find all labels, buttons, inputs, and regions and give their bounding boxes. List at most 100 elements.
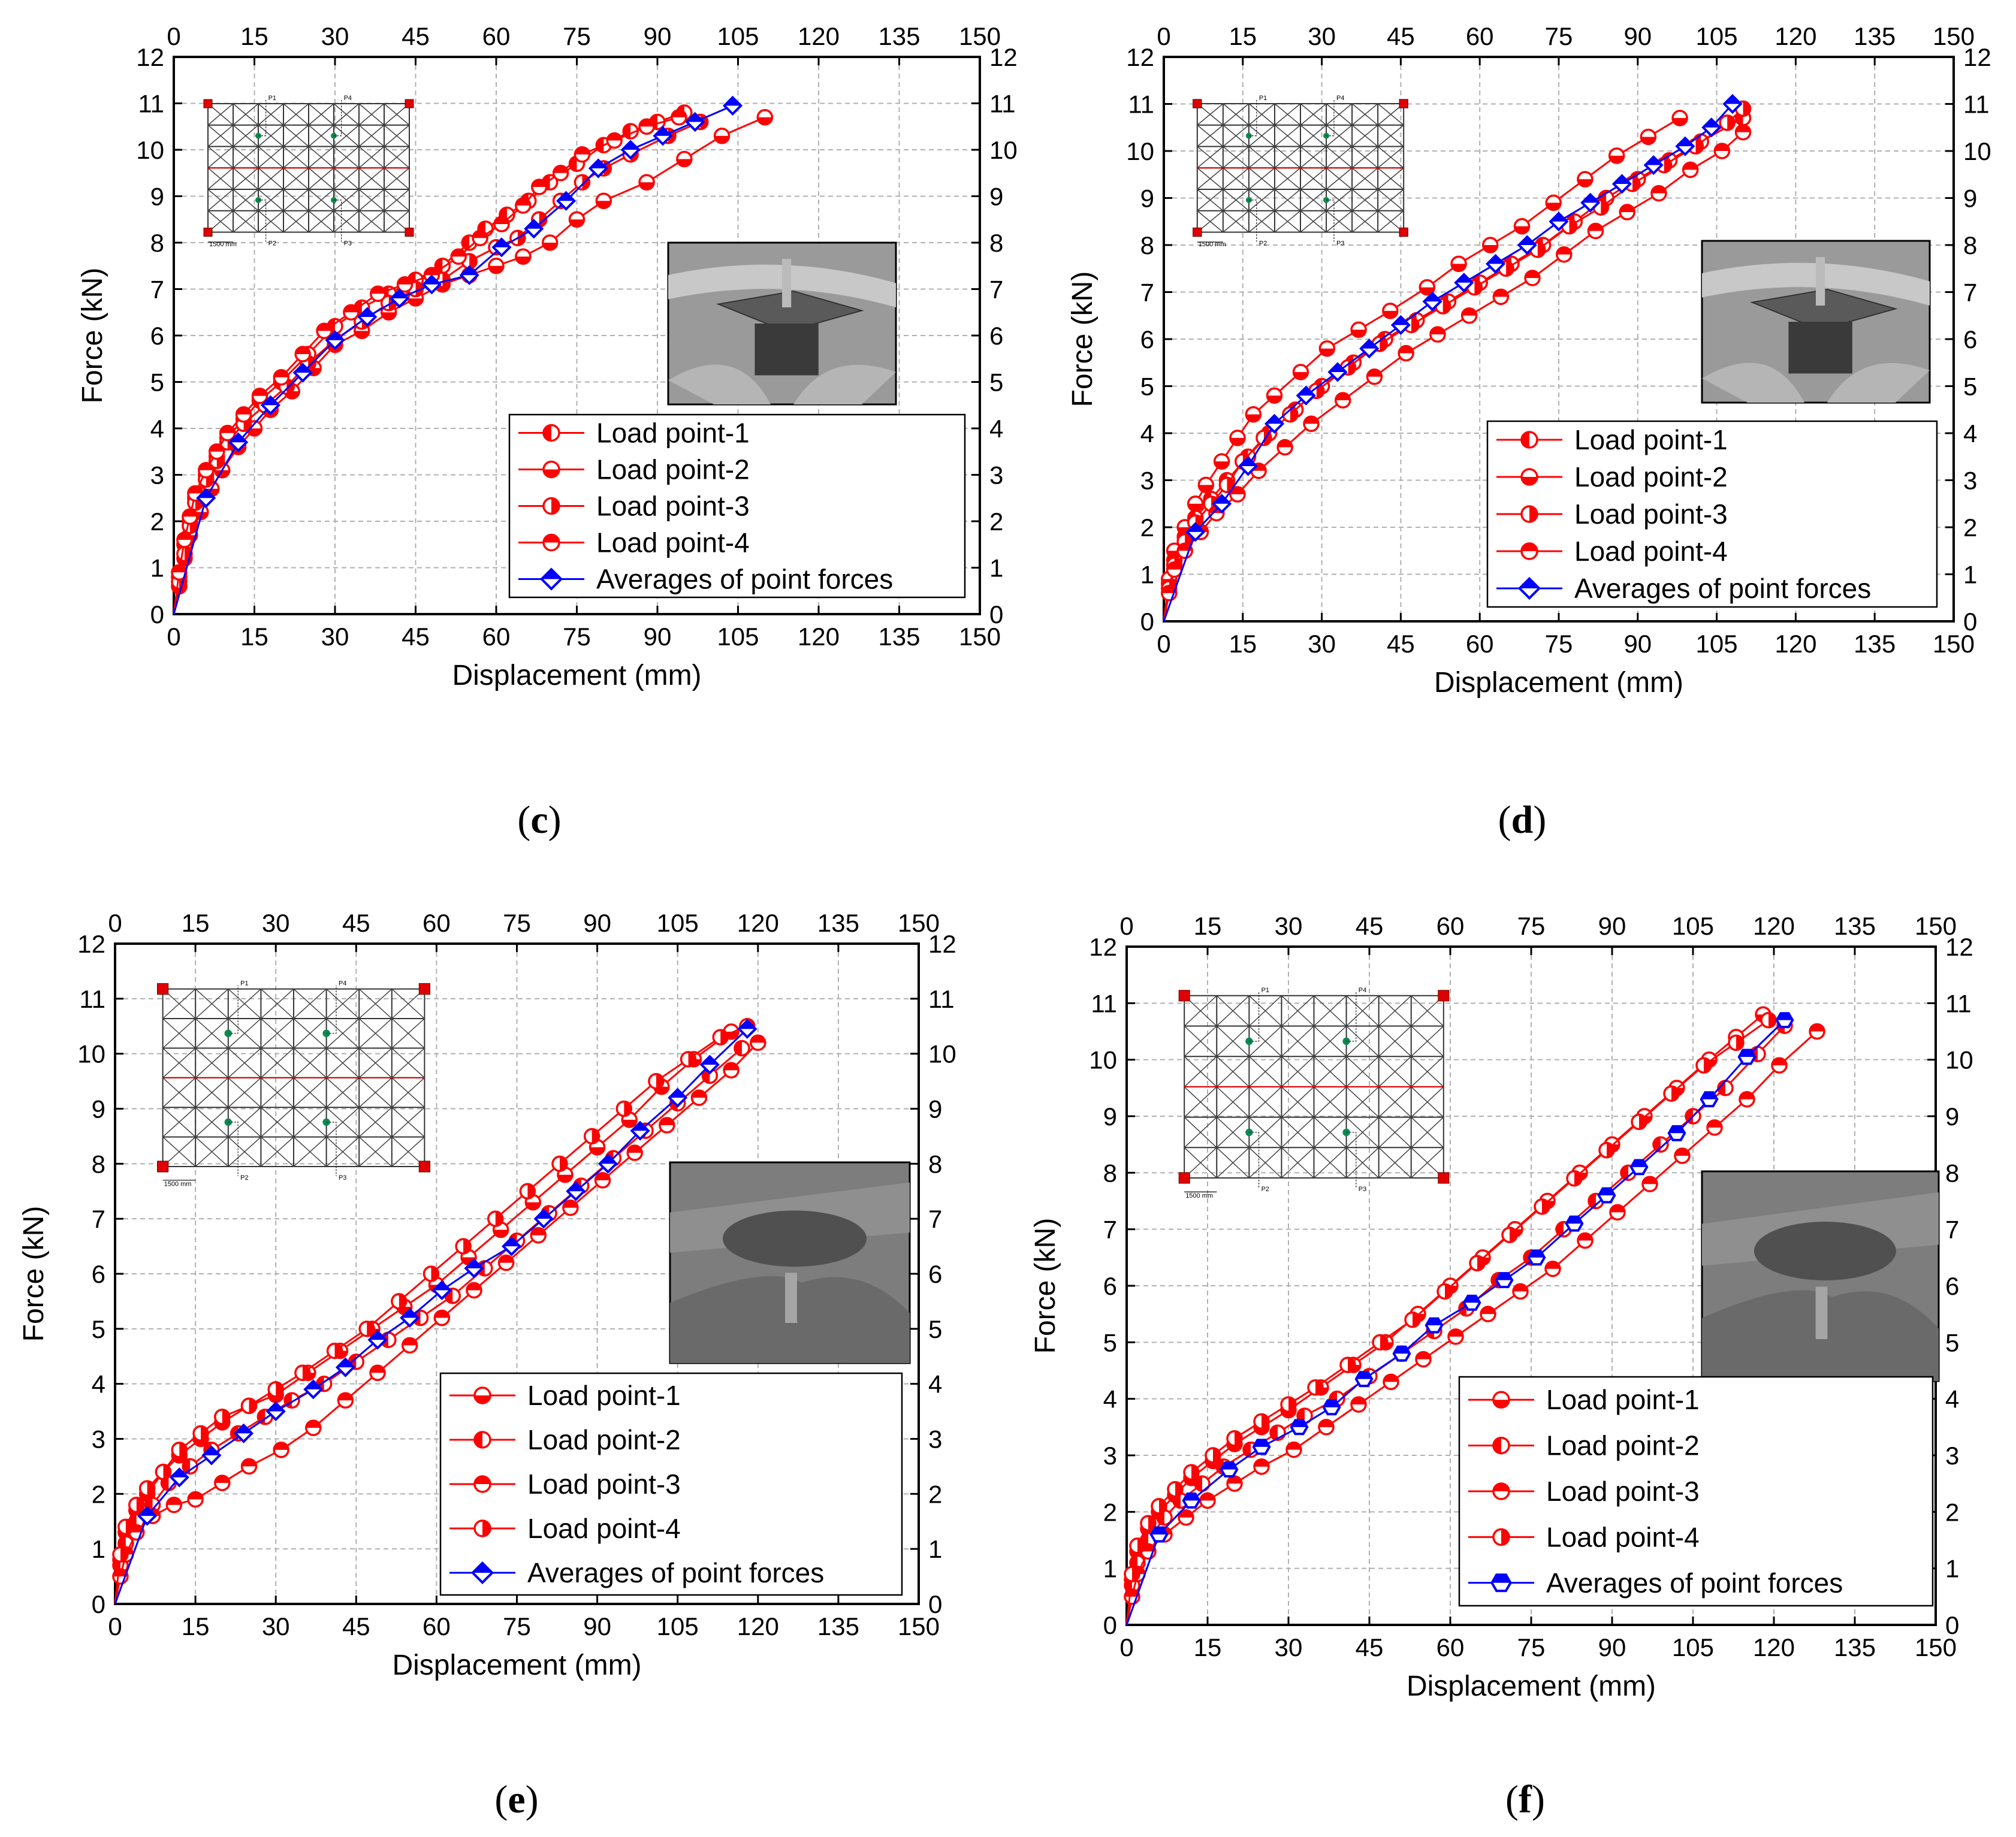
y-tick-label-right: 5 <box>1963 373 1977 401</box>
truss-diagonal <box>1281 1086 1315 1118</box>
legend-box <box>1486 420 1938 608</box>
load-point-label: P2 <box>240 1174 248 1182</box>
x-tick-label-top: 0 <box>108 909 122 937</box>
series-2 <box>1124 1017 1793 1625</box>
x-axis-title: Displacement (mm) <box>452 660 701 691</box>
y-tick-label: 9 <box>1103 1102 1117 1131</box>
truss-diagonal <box>308 125 334 147</box>
truss-diagonal <box>260 1107 294 1138</box>
data-point-fill <box>590 1147 605 1155</box>
tube-member <box>668 364 771 404</box>
data-point-fill <box>1304 416 1319 424</box>
data-point-fill <box>677 159 692 167</box>
truss-diagonal <box>1300 167 1327 190</box>
y-tick-label: 4 <box>150 415 164 443</box>
data-point-fill <box>1707 1120 1722 1128</box>
x-tick-label-top: 150 <box>1933 22 1975 50</box>
x-axis-title: Displacement (mm) <box>392 1649 641 1681</box>
support-marker <box>1178 1172 1190 1184</box>
truss-inset: P1 P4 P2 P3 1500 mm <box>1178 987 1450 1200</box>
legend-marker-fill <box>1493 1484 1509 1491</box>
x-tick-label-top: 15 <box>240 22 268 50</box>
data-point-fill <box>247 428 262 436</box>
x-tick-label-top: 15 <box>1194 912 1222 940</box>
load-point-label: P3 <box>1336 240 1344 247</box>
truss-diagonal <box>1351 210 1378 233</box>
x-tick-label: 0 <box>108 1612 122 1640</box>
truss-diagonal <box>1377 167 1404 190</box>
data-point-fill <box>1356 1372 1372 1379</box>
data-point-fill <box>1266 415 1283 424</box>
truss-diagonal <box>1184 1056 1217 1087</box>
data-point-fill <box>596 138 604 153</box>
load-point-leader <box>1326 200 1335 242</box>
support-marker <box>157 983 169 995</box>
truss-diagonal <box>1411 1056 1444 1087</box>
truss-diagonal <box>1300 210 1327 233</box>
data-point-fill <box>1632 176 1640 191</box>
data-point-fill <box>1451 264 1466 271</box>
y-tick-label-right: 6 <box>928 1260 942 1288</box>
x-tick-label-top: 30 <box>262 909 290 937</box>
data-point-fill <box>1384 1374 1398 1382</box>
y-tick-label-right: 3 <box>928 1425 942 1454</box>
data-point-fill <box>599 1155 617 1164</box>
data-point-fill <box>1456 274 1472 283</box>
truss-diagonal <box>1197 146 1224 168</box>
data-point-fill <box>183 1459 191 1474</box>
legend-label: Load point-2 <box>596 454 750 485</box>
data-point-fill <box>1297 387 1314 396</box>
y-axis-title: Force (kN) <box>77 268 108 404</box>
data-point-fill <box>401 1309 418 1318</box>
truss-diagonal <box>358 167 385 190</box>
load-point-leader <box>228 985 239 1034</box>
data-point-fill <box>274 370 289 377</box>
truss-diagonal <box>1248 146 1275 168</box>
data-point-fill <box>632 1122 648 1131</box>
truss-diagonal <box>1248 1117 1282 1148</box>
truss-diagonal <box>228 1137 261 1167</box>
data-point-fill <box>1254 1459 1269 1467</box>
data-point-fill <box>1167 562 1182 570</box>
y-tick-label-right: 8 <box>1945 1159 1959 1187</box>
data-point-fill <box>1383 310 1398 318</box>
data-point-fill <box>338 1393 353 1401</box>
truss-diagonal <box>207 103 234 126</box>
truss-diagonal <box>1248 189 1275 212</box>
legend-marker-fill <box>1529 506 1537 522</box>
panel-label-open: ( <box>517 798 530 842</box>
y-axis-title: Force (kN) <box>1067 271 1098 407</box>
x-tick-label-top: 0 <box>1119 912 1133 940</box>
data-point-fill <box>463 1239 471 1254</box>
truss-diagonal <box>333 167 360 190</box>
data-point-fill <box>434 1310 449 1318</box>
truss-diagonal <box>293 1137 327 1167</box>
y-tick-label-right: 9 <box>928 1095 942 1123</box>
data-point-fill <box>408 298 423 306</box>
legend-label: Load point-4 <box>527 1513 681 1544</box>
series-5 <box>1125 1012 1794 1625</box>
data-point-fill <box>1253 1440 1270 1447</box>
data-point-fill <box>391 290 408 298</box>
data-point-fill <box>714 135 729 143</box>
support-marker <box>1438 990 1450 1002</box>
y-tick-label-right: 1 <box>989 554 1003 582</box>
y-tick-label-right: 12 <box>928 930 956 958</box>
legend-marker-fill <box>1522 432 1529 448</box>
truss-diagonal <box>1248 210 1275 233</box>
y-tick-label: 0 <box>92 1590 105 1618</box>
truss-diagonal <box>1411 1086 1444 1118</box>
truss-diagonal <box>162 1047 196 1078</box>
legend-marker-fill <box>475 1395 490 1403</box>
load-point-label: P3 <box>339 1174 346 1182</box>
data-point-fill <box>230 434 247 443</box>
legend-label: Load point-4 <box>1546 1521 1700 1552</box>
data-point-fill <box>1776 1013 1793 1020</box>
truss-diagonal <box>1184 1086 1217 1118</box>
legend-label: Load point-3 <box>596 491 750 522</box>
data-point-fill <box>113 1569 128 1577</box>
x-tick-label-top: 90 <box>644 22 672 50</box>
truss-diagonal <box>195 1107 229 1138</box>
data-point-fill <box>267 1403 284 1412</box>
data-point-fill <box>557 1174 572 1182</box>
